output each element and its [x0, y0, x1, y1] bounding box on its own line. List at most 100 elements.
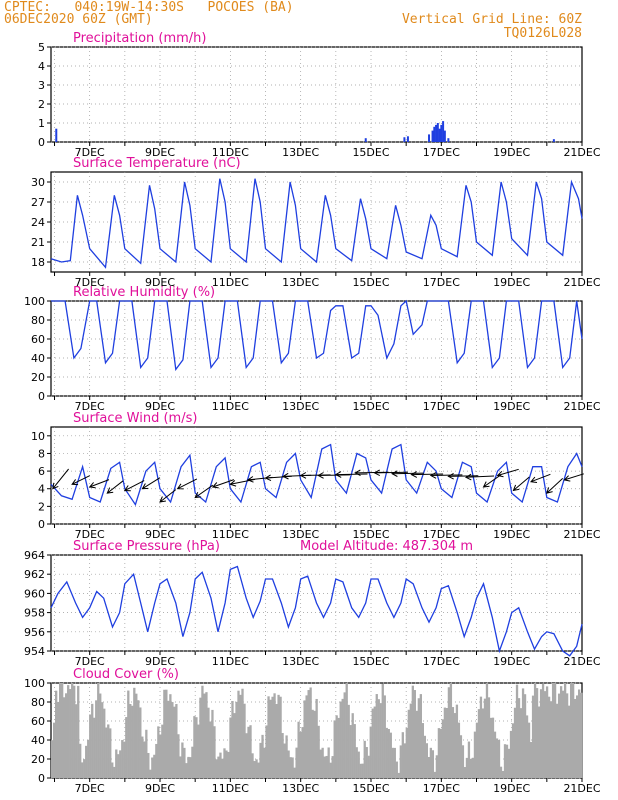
cloud-bar — [193, 716, 196, 778]
cloud-bar — [377, 699, 380, 778]
precip-bar — [406, 136, 409, 142]
cloud-bar — [455, 704, 459, 778]
cloud-bar — [151, 757, 154, 778]
cloud-bar — [69, 689, 72, 778]
cloud-bar — [357, 751, 360, 778]
precip-bar — [428, 134, 431, 142]
cloud-bar — [149, 769, 152, 778]
cloud-bar — [219, 752, 222, 778]
cloud-bar — [349, 725, 352, 778]
cloud-bar — [265, 725, 268, 778]
cloud-bar — [259, 742, 262, 778]
cloud-bar — [577, 689, 581, 778]
cloud-bar — [459, 735, 463, 778]
cloud-bar — [503, 744, 507, 778]
x-tick-label: 7DEC — [75, 782, 105, 795]
cloud-bar — [323, 756, 326, 778]
cloud-bar — [189, 757, 192, 778]
series-line — [50, 565, 583, 657]
cloud-bar — [551, 683, 555, 778]
cloud-bar — [461, 745, 465, 778]
y-tick-label: 0 — [38, 390, 45, 403]
cloud-bar — [97, 683, 100, 778]
cloud-bar — [315, 698, 318, 778]
x-tick-label: 19DEC — [493, 655, 530, 668]
cloud-bar — [317, 725, 320, 778]
cloud-bar — [471, 757, 475, 778]
y-tick-label: 24 — [31, 216, 45, 229]
cloud-bar — [217, 756, 220, 778]
x-tick-label: 7DEC — [75, 528, 105, 541]
cloud-bar — [115, 749, 118, 778]
cloud-bar — [543, 691, 547, 778]
cloud-bar — [491, 717, 495, 778]
panel-title: Cloud Cover (%) — [73, 667, 179, 682]
wind-arrow — [546, 478, 564, 494]
header-grid-line: Vertical Grid Line: 60Z — [401, 12, 582, 27]
cloud-bar — [147, 752, 150, 778]
cloud-bar — [481, 708, 485, 778]
wind-arrow — [123, 480, 145, 492]
cloud-bar — [477, 709, 481, 778]
wind-arrow — [176, 478, 198, 490]
panel-title: Surface Temperature (nC) — [73, 156, 241, 171]
cloud-bar — [177, 734, 180, 778]
cloud-bar — [167, 700, 170, 778]
cloud-bar — [449, 683, 453, 778]
cloud-bar — [493, 731, 497, 778]
cloud-bar — [517, 698, 521, 778]
y-tick-label: 20 — [31, 371, 45, 384]
cloud-bar — [133, 687, 136, 778]
precip-bar — [435, 124, 438, 142]
x-tick-label: 15DEC — [352, 146, 389, 159]
x-tick-label: 21DEC — [563, 276, 600, 289]
cloud-bar — [295, 747, 298, 778]
wind-arrow — [530, 473, 551, 483]
cloud-bar — [535, 688, 539, 778]
precip-bar — [364, 138, 367, 142]
x-tick-label: 19DEC — [493, 146, 530, 159]
x-tick-label: 13DEC — [282, 782, 319, 795]
cloud-bar — [63, 697, 66, 778]
cloud-bar — [127, 690, 130, 778]
y-tick-label: 964 — [24, 549, 45, 562]
cloud-bar — [433, 771, 437, 778]
x-tick-label: 13DEC — [282, 528, 319, 541]
wind-arrow — [373, 469, 408, 477]
precip-bar — [433, 126, 436, 142]
cloud-bar — [427, 756, 431, 778]
cloud-bar — [285, 735, 288, 778]
cloud-bar — [331, 756, 334, 778]
x-tick-label: 15DEC — [352, 528, 389, 541]
cloud-bar — [157, 726, 160, 778]
cloud-bar — [513, 707, 517, 778]
cloud-bar — [125, 717, 128, 778]
cloud-bar — [53, 722, 56, 778]
y-tick-label: 21 — [31, 236, 45, 249]
cloud-bar — [499, 766, 503, 778]
cloud-bar — [233, 713, 236, 778]
x-tick-label: 17DEC — [423, 655, 460, 668]
y-tick-label: 100 — [24, 295, 45, 308]
cloud-bar — [131, 705, 134, 778]
x-tick-label: 7DEC — [75, 400, 105, 413]
panel-title: Precipitation (mm/h) — [73, 31, 206, 46]
cloud-bar — [213, 726, 216, 778]
cloud-bar — [447, 687, 451, 778]
x-tick-label: 9DEC — [145, 146, 175, 159]
precip-bar — [442, 121, 445, 142]
x-tick-label: 15DEC — [352, 400, 389, 413]
cloud-bar — [337, 717, 340, 778]
y-tick-label: 40 — [31, 352, 45, 365]
cloud-bar — [529, 742, 533, 778]
wind-arrow — [512, 476, 530, 492]
cloud-bar — [271, 696, 274, 778]
cloud-bar — [207, 707, 210, 778]
y-tick-label: 80 — [31, 696, 45, 709]
y-tick-label: 30 — [31, 176, 45, 189]
cloud-bar — [245, 733, 248, 778]
cloud-bar — [101, 702, 104, 778]
cloud-bar — [243, 703, 246, 778]
cloud-bar — [407, 709, 410, 778]
